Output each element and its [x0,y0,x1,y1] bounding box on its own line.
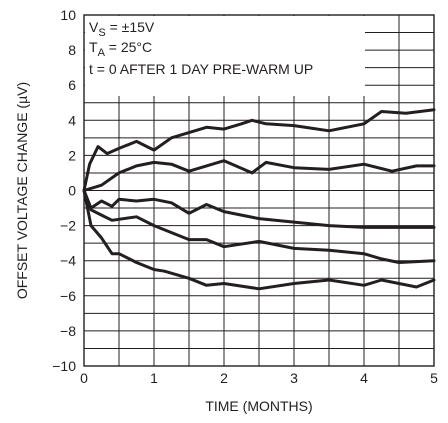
annotation-ambient-temperature-main: T [89,39,98,55]
plot-frame [83,14,435,367]
annotation-prewarm: t = 0 AFTER 1 DAY PRE-WARM UP [89,61,313,77]
x-tick-labels: 0 1 2 3 4 5 [80,370,438,386]
annotation-ambient-temperature: TA = 25°C [89,39,152,59]
annotation-supply-voltage: VS = ±15V [89,19,155,39]
annotation-ambient-temperature-subscript: A [98,47,106,59]
y-tick-label: −4 [60,253,76,269]
y-tick-label: 0 [68,183,76,199]
series-line-1 [82,108,436,192]
series-group [82,108,436,291]
y-tick-label: 10 [60,7,76,23]
y-tick-labels: 10 8 6 4 2 0 −2 −4 −6 −8 −10 [52,7,76,374]
y-tick-label: −2 [60,218,76,234]
x-tick-label: 1 [150,370,158,386]
x-tick-label: 2 [220,370,228,386]
annotation-supply-voltage-subscript: S [98,27,105,39]
series-line-5 [82,189,436,291]
series-line-4 [82,189,436,264]
x-tick-label: 5 [430,370,438,386]
x-tick-label: 0 [80,370,88,386]
y-tick-label: −6 [60,288,76,304]
annotation-ambient-temperature-value: = 25°C [105,39,152,55]
annotation-supply-voltage-main: V [89,19,99,35]
y-tick-label: 8 [68,42,76,58]
y-tick-label: 4 [68,112,76,128]
y-tick-label: −10 [52,358,76,374]
y-axis-title: OFFSET VOLTAGE CHANGE (µV) [14,82,30,299]
annotation-background [85,16,365,96]
y-tick-label: 6 [68,77,76,93]
x-tick-label: 4 [360,370,368,386]
x-tick-label: 3 [290,370,298,386]
y-tick-label: 2 [68,147,76,163]
annotation-supply-voltage-value: = ±15V [106,19,155,35]
x-axis-title: TIME (MONTHS) [205,398,312,414]
series-line-2 [82,159,436,192]
y-tick-label: −8 [60,323,76,339]
series-line-3 [82,189,436,229]
